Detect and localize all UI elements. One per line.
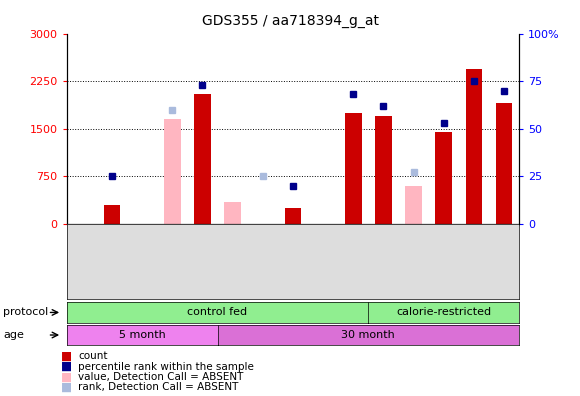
Text: 5 month: 5 month — [119, 330, 165, 340]
Bar — [224, 202, 241, 224]
Bar — [405, 186, 422, 224]
Bar — [466, 69, 482, 224]
Text: value, Detection Call = ABSENT: value, Detection Call = ABSENT — [78, 372, 244, 382]
Bar — [104, 205, 120, 224]
Text: age: age — [3, 330, 24, 340]
Text: ■: ■ — [61, 350, 72, 363]
Bar — [345, 113, 361, 224]
Bar — [194, 94, 211, 224]
Text: calorie-restricted: calorie-restricted — [396, 307, 491, 318]
Text: ■: ■ — [61, 360, 72, 373]
Text: GDS355 / aa718394_g_at: GDS355 / aa718394_g_at — [201, 14, 379, 28]
Bar — [164, 119, 180, 224]
Text: count: count — [78, 351, 108, 362]
Bar — [496, 103, 512, 224]
Bar — [285, 208, 301, 224]
Text: ■: ■ — [61, 371, 72, 383]
Text: ■: ■ — [61, 381, 72, 394]
Text: control fed: control fed — [187, 307, 248, 318]
Text: percentile rank within the sample: percentile rank within the sample — [78, 362, 254, 372]
Text: rank, Detection Call = ABSENT: rank, Detection Call = ABSENT — [78, 382, 239, 392]
Bar — [436, 132, 452, 224]
Text: protocol: protocol — [3, 307, 48, 318]
Bar — [375, 116, 392, 224]
Text: 30 month: 30 month — [342, 330, 395, 340]
